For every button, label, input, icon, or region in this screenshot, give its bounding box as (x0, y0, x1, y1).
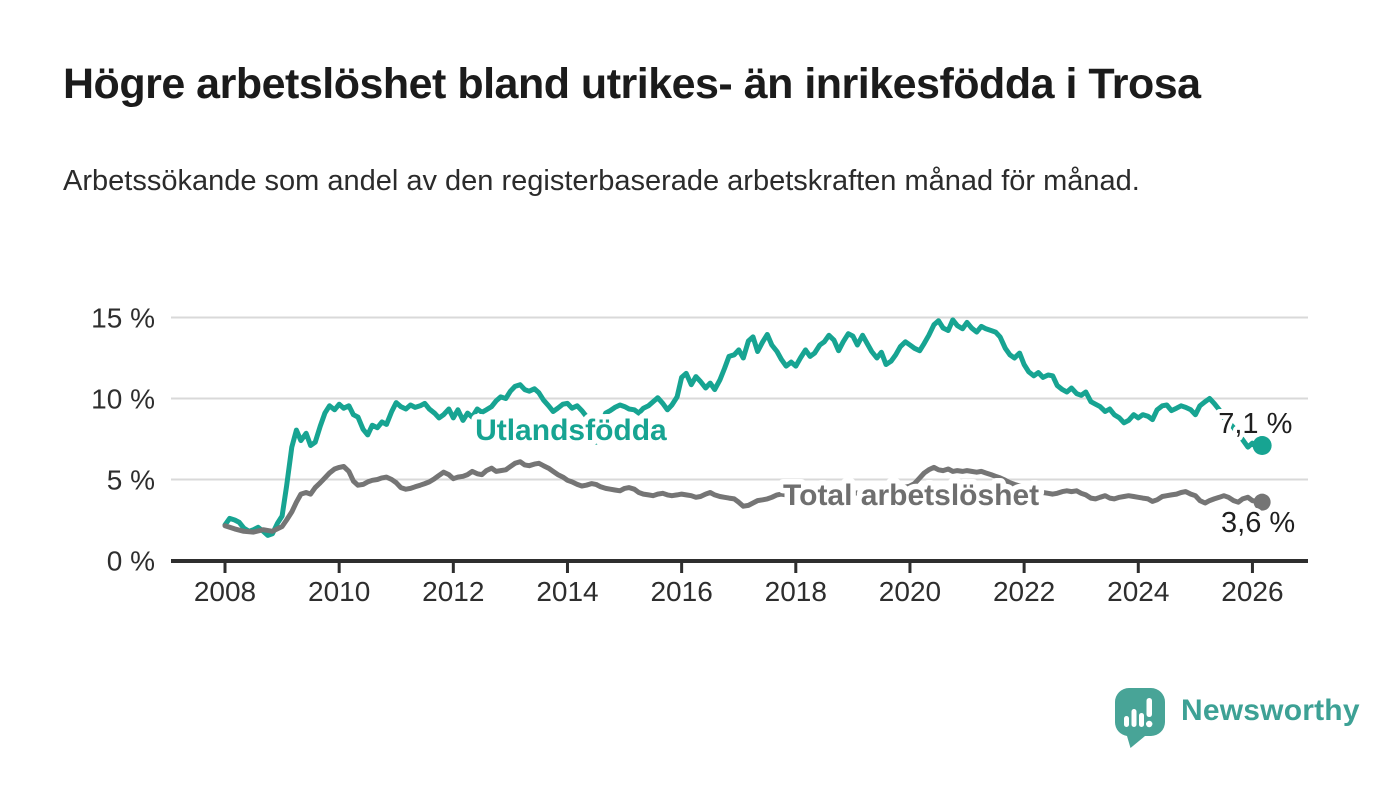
x-tick-label: 2016 (650, 576, 712, 607)
x-tick-label: 2010 (308, 576, 370, 607)
exclamation-dot (1146, 720, 1153, 728)
x-tick-label: 2012 (422, 576, 484, 607)
series-line-utlandsf-dda (222, 317, 1265, 538)
brand-footer: Newsworthy (1113, 686, 1360, 750)
x-tick-label: 2022 (993, 576, 1055, 607)
series-line-total-arbetsl-shet (222, 459, 1265, 535)
x-tick-label: 2024 (1107, 576, 1169, 607)
chart-subtitle: Arbetssökande som andel av den registerb… (63, 165, 1140, 197)
exclamation-bar (1146, 698, 1152, 717)
x-tick-label: 2014 (536, 576, 598, 607)
series-label-total-arbetsl-shet: Total arbetslöshet (783, 479, 1039, 512)
x-tick-label: 2020 (879, 576, 941, 607)
bar-medium (1139, 713, 1144, 727)
x-tick-label: 2018 (765, 576, 827, 607)
y-tick-label: 0 % (107, 546, 155, 577)
brand-name: Newsworthy (1181, 694, 1360, 727)
x-tick-label: 2026 (1221, 576, 1283, 607)
x-tick-label: 2008 (194, 576, 256, 607)
end-value-label-total-arbetsl-shet: 3,6 % (1221, 507, 1295, 539)
y-tick-label: 15 % (91, 303, 155, 334)
end-value-label-utlandsf-dda: 7,1 % (1218, 408, 1292, 440)
bar-tall (1131, 709, 1137, 727)
newsworthy-logo-icon (1115, 688, 1165, 748)
series-label-utlandsf-dda: Utlandsfödda (475, 414, 667, 447)
page-title: Högre arbetslöshet bland utrikes- än inr… (63, 60, 1201, 108)
bar-small (1124, 716, 1129, 727)
end-dot-utlandsf-dda (1252, 435, 1272, 455)
end-dot-total-arbetsl-shet (1253, 493, 1271, 511)
y-tick-label: 5 % (107, 465, 155, 496)
y-tick-label: 10 % (91, 384, 155, 415)
